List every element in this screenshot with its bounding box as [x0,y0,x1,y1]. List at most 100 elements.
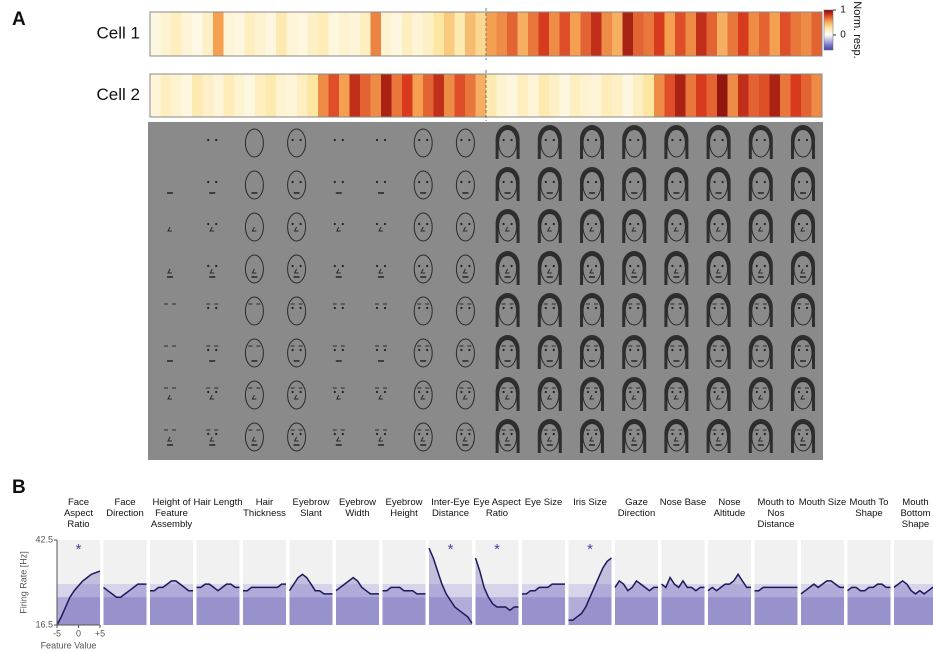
heatmap-cell [497,74,508,117]
eye [468,139,470,141]
eye [511,139,513,141]
eye [418,349,420,351]
eye [503,223,505,225]
heatmap-cell [371,12,382,56]
heatmap-cell [413,12,424,56]
eye [587,139,589,141]
eye [468,349,470,351]
eye [679,139,681,141]
heatmap-cell [549,12,560,56]
heatmap-cell [402,74,413,117]
eye [384,139,386,141]
eye [595,265,597,267]
eye [798,265,800,267]
heatmap-cell [213,74,224,117]
heatmap-cell [665,74,676,117]
eye [334,349,336,351]
eye [756,433,758,435]
eye [806,307,808,309]
eye [511,181,513,183]
heatmap-cell [707,74,718,117]
eye [722,139,724,141]
eye [376,223,378,225]
heatmap-cell [791,74,802,117]
eye [798,139,800,141]
eye [637,139,639,141]
eye [468,391,470,393]
heatmap-cell [528,74,539,117]
eye [553,349,555,351]
heatmap-cell [203,12,214,56]
eye [595,391,597,393]
eye [384,307,386,309]
eye [292,139,294,141]
colorbar [824,10,833,50]
heatmap-cell [213,12,224,56]
eye [342,307,344,309]
eye [714,223,716,225]
heatmap-cell [203,74,214,117]
eye [215,391,217,393]
figure: A B Cell 1Cell 210Norm. resp.****42.516.… [0,0,933,653]
eye [722,307,724,309]
heatmap-cell [507,12,518,56]
eye [637,223,639,225]
eye [426,307,428,309]
heatmap-cell [717,12,728,56]
heatmap-cell [780,12,791,56]
eye [671,391,673,393]
heatmap-cell [644,74,655,117]
eye [764,139,766,141]
eye [215,139,217,141]
feature-label: Nose Altitude [705,497,755,519]
heatmap-cell [654,12,665,56]
heatmap-cell [539,74,550,117]
heatmap-cell [476,74,487,117]
eye [553,223,555,225]
eye [553,181,555,183]
eye [215,349,217,351]
eye [376,265,378,267]
heatmap-cell [161,74,172,117]
heatmap-cell [182,74,193,117]
heatmap-cell [623,74,634,117]
eye [764,265,766,267]
eye [342,349,344,351]
eye [418,181,420,183]
eye [207,391,209,393]
eye [511,349,513,351]
eye [426,265,428,267]
eye [342,433,344,435]
heatmap-cell [507,74,518,117]
eye [460,223,462,225]
significance-marker: * [448,541,454,558]
heatmap-cell [224,12,235,56]
feature-label: Face Aspect Ratio [54,497,104,530]
eye [511,433,513,435]
eye [342,181,344,183]
eye [637,391,639,393]
heatmap-cell [192,74,203,117]
eye [300,223,302,225]
eye [300,139,302,141]
curve-area [243,584,286,625]
eye [764,433,766,435]
significance-marker: * [76,541,82,558]
eye [300,433,302,435]
heatmap-cell [539,12,550,56]
eye [334,139,336,141]
heatmap-cell [644,12,655,56]
eye [426,433,428,435]
heatmap-cell [560,74,571,117]
eye [503,349,505,351]
eye [384,433,386,435]
eye [553,307,555,309]
heatmap-cell [497,12,508,56]
eye [798,349,800,351]
eye [468,223,470,225]
heatmap-cell [633,12,644,56]
heatmap-cell [182,12,193,56]
heatmap-cell [287,12,298,56]
heatmap-cell [581,12,592,56]
heatmap-cell [602,12,613,56]
